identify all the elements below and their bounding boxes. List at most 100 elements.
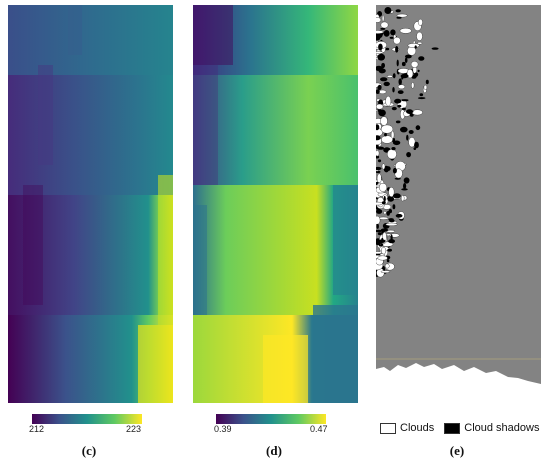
cloud-shadow-speck [395, 46, 399, 53]
cloud-shadow-speck [414, 45, 417, 49]
cloud-shadow-speck [390, 234, 393, 242]
cloud-speck [376, 30, 384, 34]
cloud-shadow-speck [376, 155, 380, 159]
cloud-speck [396, 13, 408, 18]
cloud-speck [380, 270, 391, 274]
cloud-speck [376, 251, 383, 255]
cloud-shadow-speck [376, 65, 383, 71]
cloud-shadows-legend-label: Cloud shadows [464, 422, 540, 434]
cloud-shadow-speck [425, 79, 429, 85]
cloud-shadow-speck [381, 62, 385, 69]
cloud-shadow-speck [378, 239, 386, 243]
cloud-shadow-speck [377, 84, 382, 90]
cloud-shadow-speck [397, 90, 404, 94]
cloud-shadow-speck [377, 159, 382, 163]
cloud-speck [410, 61, 419, 68]
cloud-shadow-speck [377, 232, 382, 236]
clouds-legend-label: Clouds [400, 422, 435, 434]
cloud-shadow-speck [394, 98, 402, 104]
cloud-shadow-speck [386, 211, 390, 216]
cloud-region [376, 363, 541, 403]
cloud-shadow-speck [377, 53, 385, 61]
cloud-shadow-speck [401, 188, 408, 191]
cloud-shadow-speck [396, 16, 402, 19]
cloud-speck [376, 215, 381, 225]
clouds-swatch [380, 422, 396, 434]
cloud-speck [407, 43, 420, 48]
cloud-shadow-speck [396, 59, 399, 67]
cloud-shadow-speck [392, 73, 396, 79]
cloud-speck [411, 109, 423, 116]
cloud-shadow-speck [395, 9, 401, 13]
cloud-shadow-speck [406, 110, 414, 114]
cloud-shadow-speck [383, 195, 386, 203]
cloud-shadow-speck [395, 213, 403, 218]
cloud-speck [417, 41, 423, 45]
cloud-shadow-speck [403, 183, 407, 189]
cloud-shadow-speck [376, 209, 383, 214]
cloud-speck [411, 82, 415, 89]
cloud-shadow-speck [376, 223, 379, 229]
cloud-shadow-speck [418, 56, 425, 61]
colorbar-c-max-label: 223 [126, 424, 142, 434]
cloud-shadow-speck [376, 166, 382, 171]
panel-e-cloud-mask [376, 5, 541, 403]
cloud-speck [384, 263, 390, 269]
cloud-shadow-speck [417, 69, 420, 73]
cloud-shadow-speck [403, 177, 410, 184]
cloud-shadow-speck [405, 54, 412, 59]
cloud-shadow-speck [378, 43, 383, 51]
cloud-speck [423, 84, 428, 90]
cloud-shadow-speck [381, 237, 384, 241]
cloud-shadow-speck [392, 87, 395, 93]
cloud-shadow-speck [398, 78, 402, 86]
cloud-shadow-speck [417, 97, 426, 100]
cloud-speck [388, 186, 395, 197]
panel-d-image [193, 5, 358, 403]
cloud-speck [383, 211, 387, 215]
cloud-shadow-speck [380, 77, 388, 82]
cloud-shadow-speck [408, 130, 414, 134]
cloud-shadow-speck [391, 147, 396, 151]
cloud-speck [399, 27, 412, 34]
cloud-shadow-speck [401, 99, 409, 102]
cloud-shadow-speck [401, 107, 406, 111]
cloud-speck [376, 173, 382, 184]
cloud-shadow-speck [413, 147, 417, 151]
colorbar-d [216, 414, 326, 424]
cloud-shadow-speck [392, 167, 397, 174]
mask-legend: Clouds Cloud shadows [380, 420, 549, 436]
panel-e-image [376, 5, 541, 403]
cloud-shadow-speck [383, 30, 390, 37]
cloud-shadow-speck [401, 61, 406, 67]
cloud-shadow-speck [384, 133, 387, 137]
cloud-speck [380, 21, 389, 29]
cloud-speck [376, 150, 380, 157]
cloud-speck [381, 14, 385, 22]
cloud-speck [386, 229, 396, 233]
cloud-shadow-speck [383, 81, 390, 87]
cloud-shadow-speck [414, 141, 419, 149]
colorbar-d-max-label: 0.47 [310, 424, 328, 434]
cloud-shadow-speck [381, 201, 386, 205]
cloud-shadow-speck [376, 124, 380, 131]
cloud-speck [418, 18, 423, 26]
cloud-shadows-swatch [444, 422, 461, 434]
cloud-speck [381, 247, 387, 255]
cloud-shadow-speck [415, 125, 421, 131]
cloud-shadow-speck [386, 166, 391, 171]
cloud-shadow-speck [431, 47, 439, 50]
cloud-shadow-speck [406, 152, 411, 158]
panel-d-caption: (d) [266, 443, 282, 458]
cloud-speck [381, 135, 393, 144]
cloud-shadow-speck [376, 34, 381, 41]
cloud-speck [376, 17, 382, 23]
cloud-shadow-speck [400, 126, 408, 133]
cloud-shadow-speck [414, 72, 419, 77]
cloud-speck [397, 84, 406, 90]
colorbar-c-min-label: 212 [29, 424, 45, 434]
cloud-speck [376, 103, 384, 110]
cloud-shadow-speck [391, 106, 397, 111]
cloud-speck [408, 137, 416, 148]
cloud-shadow-speck [393, 193, 401, 199]
